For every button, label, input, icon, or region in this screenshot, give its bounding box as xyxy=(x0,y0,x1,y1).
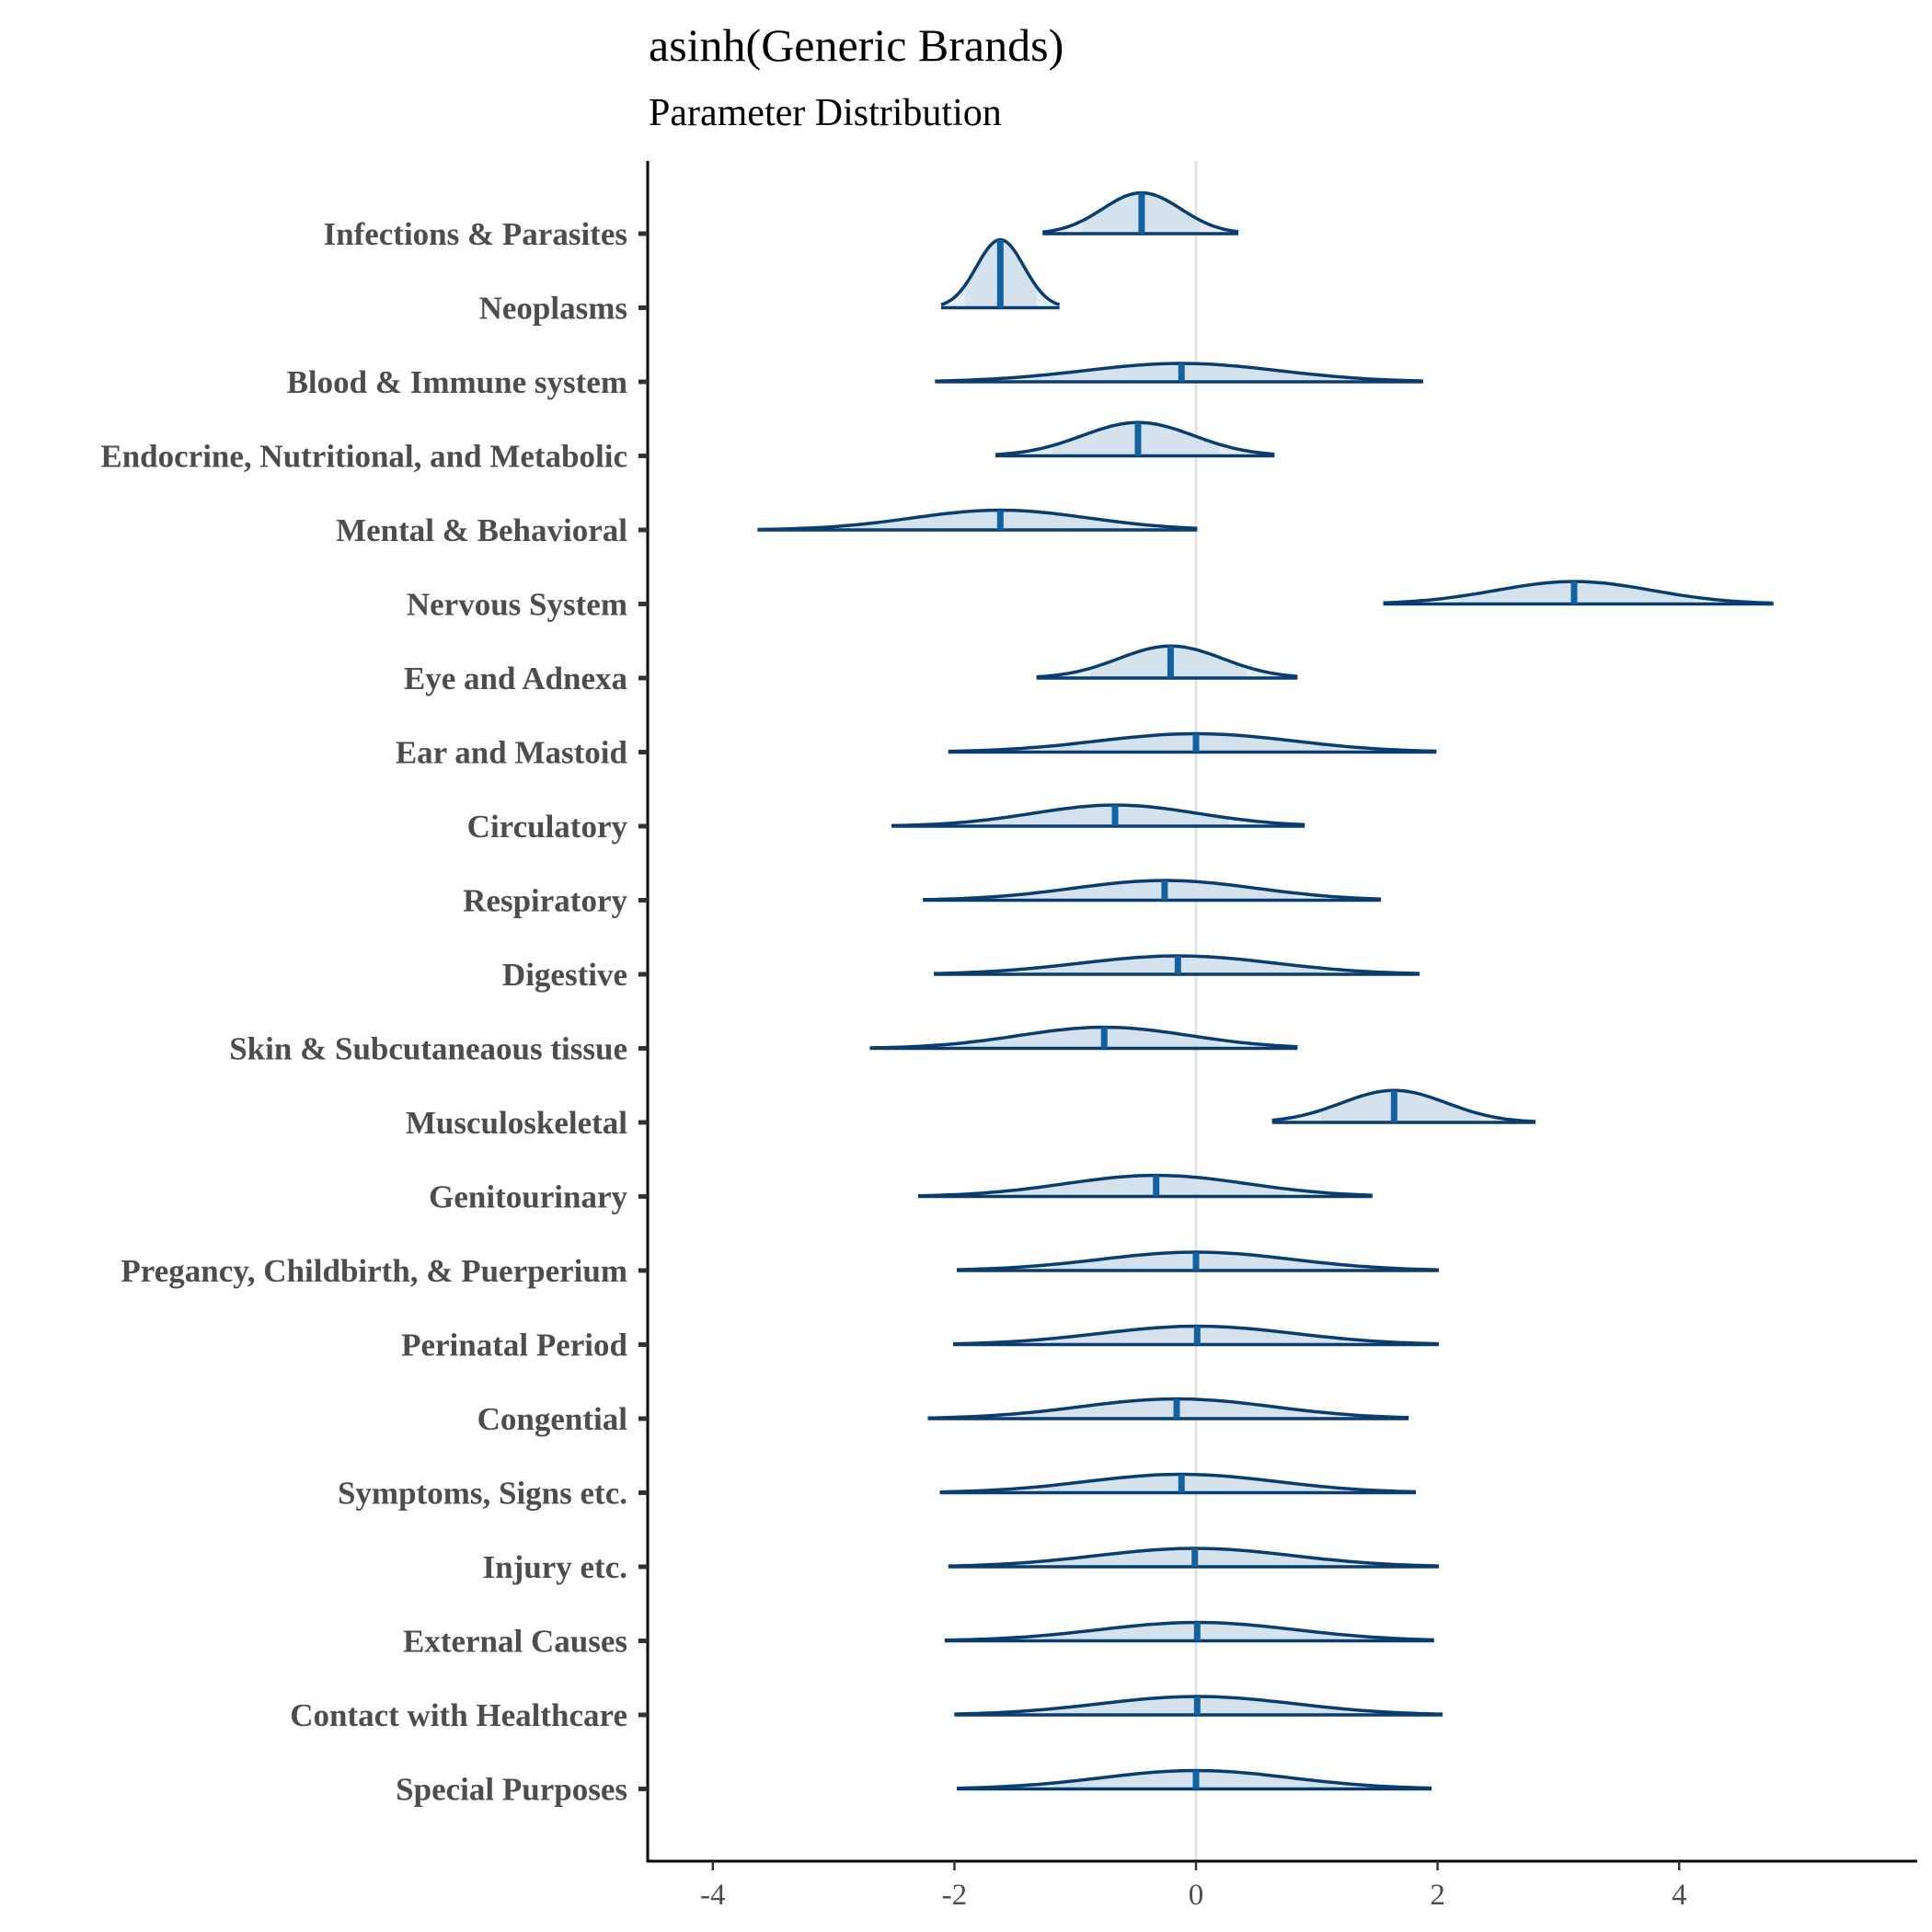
violin-ear-and-mastoid: Ear and Mastoid xyxy=(396,731,1437,771)
violin-outline xyxy=(927,1397,1409,1420)
violin-interval-fill xyxy=(854,510,1119,530)
violin-skin-subcutaneaous-tissue: Skin & Subcutaneaous tissue xyxy=(229,1025,1298,1067)
violin-injury-etc-: Injury etc. xyxy=(483,1547,1439,1585)
violin-outline xyxy=(1271,1088,1536,1123)
x-tick-label: 4 xyxy=(1672,1879,1687,1912)
y-tick-label: Genitourinary xyxy=(429,1179,627,1215)
violin-interval-fill xyxy=(963,1027,1221,1049)
y-tick-label: External Causes xyxy=(403,1624,627,1660)
violin-contact-with-healthcare: Contact with Healthcare xyxy=(290,1695,1443,1733)
x-tick-label: 0 xyxy=(1189,1879,1204,1912)
violin-outline xyxy=(953,1324,1439,1346)
violin-symptoms-signs-etc-: Symptoms, Signs etc. xyxy=(338,1472,1417,1512)
violin-outline xyxy=(935,362,1423,383)
y-tick-label: Infections & Parasites xyxy=(323,216,627,252)
violin-outline xyxy=(948,1547,1439,1568)
x-tick-label: -4 xyxy=(700,1879,726,1912)
y-tick-label: Digestive xyxy=(502,957,627,993)
y-tick-label: Contact with Healthcare xyxy=(290,1697,627,1733)
y-tick-label: Pregancy, Childbirth, & Puerperium xyxy=(121,1253,627,1289)
violin-outline xyxy=(923,879,1381,902)
violin-musculoskeletal: Musculoskeletal xyxy=(406,1088,1536,1141)
violin-infections-parasites: Infections & Parasites xyxy=(323,190,1239,252)
violin-outline xyxy=(1036,644,1298,679)
y-tick-label: Symptoms, Signs etc. xyxy=(338,1476,627,1512)
y-tick-label: Special Purposes xyxy=(396,1772,627,1808)
violin-outline xyxy=(956,1768,1432,1790)
x-tick-label: -2 xyxy=(942,1879,968,1912)
violin-endocrine-nutritional-and-metabolic: Endocrine, Nutritional, and Metabolic xyxy=(100,420,1275,475)
violin-outline xyxy=(869,1025,1298,1050)
violin-outline xyxy=(954,1695,1443,1716)
violin-external-causes: External Causes xyxy=(403,1620,1434,1660)
y-tick-label: Injury etc. xyxy=(483,1549,627,1585)
y-tick-label: Endocrine, Nutritional, and Metabolic xyxy=(100,439,627,475)
violin-mental-behavioral: Mental & Behavioral xyxy=(336,508,1198,548)
y-tick-label: Mental & Behavioral xyxy=(336,512,627,548)
violin-perinatal-period: Perinatal Period xyxy=(401,1324,1439,1363)
y-tick-label: Circulatory xyxy=(467,809,628,845)
violin-outline xyxy=(956,1250,1439,1271)
violin-pregancy-childbirth-puerperium: Pregancy, Childbirth, & Puerperium xyxy=(121,1250,1439,1289)
violin-digestive: Digestive xyxy=(502,954,1420,993)
violin-genitourinary: Genitourinary xyxy=(429,1173,1373,1215)
chart-subtitle: Parameter Distribution xyxy=(649,92,1002,134)
violin-neoplasms: Neoplasms xyxy=(479,237,1061,327)
y-tick-label: Congential xyxy=(477,1401,628,1437)
y-tick-label: Eye and Adnexa xyxy=(404,661,627,696)
violin-outline xyxy=(934,954,1420,975)
violin-interval-fill xyxy=(1320,1090,1479,1122)
violin-outline xyxy=(944,1620,1434,1642)
y-tick-label: Blood & Immune system xyxy=(287,364,627,400)
x-tick-label: 2 xyxy=(1430,1879,1445,1912)
violin-special-purposes: Special Purposes xyxy=(396,1768,1432,1808)
chart-title: asinh(Generic Brands) xyxy=(649,19,1064,71)
violin-outline xyxy=(1383,580,1774,605)
violin-outline xyxy=(917,1173,1373,1198)
violin-nervous-system: Nervous System xyxy=(407,580,1774,623)
violin-blood-immune-system: Blood & Immune system xyxy=(287,362,1423,400)
y-tick-label: Perinatal Period xyxy=(401,1328,627,1363)
y-tick-label: Neoplasms xyxy=(479,291,627,327)
violin-outline xyxy=(939,1472,1417,1494)
violin-outline xyxy=(757,508,1198,532)
violin-respiratory: Respiratory xyxy=(463,879,1381,919)
violin-eye-and-adnexa: Eye and Adnexa xyxy=(404,644,1298,696)
violin-congential: Congential xyxy=(477,1397,1409,1437)
violin-circulatory: Circulatory xyxy=(467,803,1305,845)
y-tick-label: Skin & Subcutaneaous tissue xyxy=(229,1031,627,1067)
violin-outline xyxy=(891,803,1305,828)
y-tick-label: Nervous System xyxy=(407,587,627,623)
y-tick-label: Respiratory xyxy=(463,883,627,919)
y-tick-label: Ear and Mastoid xyxy=(396,735,628,771)
violin-outline xyxy=(948,731,1437,753)
y-tick-label: Musculoskeletal xyxy=(406,1105,627,1141)
